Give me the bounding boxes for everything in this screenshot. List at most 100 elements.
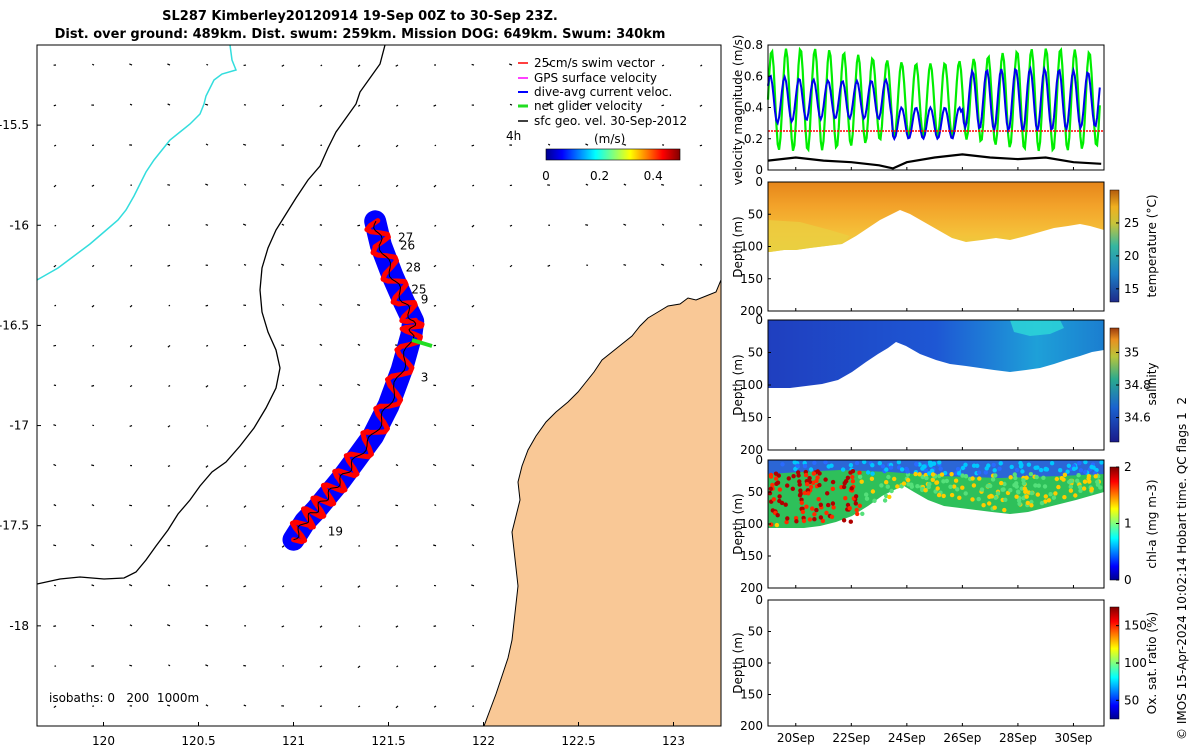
chla-point <box>841 518 847 523</box>
chla-points <box>767 459 1104 528</box>
day-label: 25 <box>411 282 426 296</box>
chla-point <box>806 491 811 496</box>
chla-point <box>1018 460 1023 466</box>
colorbar-tick-label: 0 <box>1124 573 1132 587</box>
day-label: 27 <box>398 230 413 244</box>
velocity-arrow <box>167 344 171 348</box>
chla-point <box>853 494 859 499</box>
velocity-arrow <box>357 383 361 387</box>
velocity-arrow <box>129 224 133 227</box>
chla-point <box>877 461 882 466</box>
day-label: 28 <box>406 260 421 274</box>
chla-point <box>870 471 875 476</box>
colorbar-tick-label: 35 <box>1124 345 1139 359</box>
velocity-arrow <box>700 64 703 67</box>
colorbar-tick-label: 150 <box>1124 619 1147 633</box>
depth-tick-label: 200 <box>740 443 763 457</box>
depth-tick-label: 150 <box>740 549 763 563</box>
velocity-arrow <box>319 263 323 266</box>
depth-tick-label: 200 <box>740 719 763 733</box>
chla-point <box>1041 475 1046 480</box>
temperature-colorbar <box>1109 189 1120 303</box>
velocity-arrow <box>167 63 171 66</box>
oxygen-ylabel: Depth (m) <box>731 632 745 693</box>
chla-point <box>1083 469 1088 475</box>
velocity-arrow <box>395 184 399 188</box>
depth-tick-label: 0 <box>755 175 763 189</box>
chla-point <box>1087 479 1092 484</box>
chla-point <box>927 481 932 487</box>
chla-point <box>905 469 910 474</box>
chla-point <box>790 486 795 491</box>
legend-entry-dive: dive-avg current veloc. <box>534 85 672 99</box>
chla-point <box>917 472 922 477</box>
chla-point <box>1058 468 1063 473</box>
chla-point <box>1036 483 1042 488</box>
chla-point <box>939 472 945 477</box>
time-tick-label: 28Sep <box>999 731 1037 745</box>
chla-point <box>803 472 809 478</box>
temperature-field <box>768 182 1104 252</box>
map-xtick-label: 122 <box>472 734 495 748</box>
velocity-arrow <box>357 424 361 427</box>
chla-point <box>872 498 877 503</box>
velocity-arrow <box>357 665 361 669</box>
velocity-arrow <box>91 624 95 627</box>
map-colorbar-tick: 0.2 <box>590 169 609 183</box>
chla-point <box>864 496 870 501</box>
velocity-arrow <box>699 224 703 226</box>
chla-point <box>1043 494 1049 499</box>
chla-point <box>953 478 959 483</box>
colorbar-ticks: 15 20 25 34.6 34.8 35 0 1 2 50 100 150 <box>1116 216 1151 707</box>
velocity-arrow <box>357 224 361 227</box>
chla-point <box>1077 484 1083 490</box>
depth-axis-ticks: 0501001502000501001502000501001502000501… <box>740 175 771 733</box>
chla-point <box>1062 472 1068 477</box>
velocity-arrow <box>394 423 399 427</box>
velocity-arrow <box>661 223 665 226</box>
chla-point <box>785 483 790 488</box>
map-xtick-label: 120.5 <box>181 734 215 748</box>
chla-point <box>937 460 942 465</box>
temperature-ylabel: Depth (m) <box>731 216 745 277</box>
velocity-arrow <box>471 144 475 147</box>
chla-point <box>843 496 848 501</box>
chla-point <box>1099 460 1104 465</box>
chla-point <box>880 464 886 469</box>
map-colorbar-tick: 0.4 <box>644 169 663 183</box>
velocity-arrow <box>395 64 399 67</box>
velocity-arrow <box>281 344 285 347</box>
chla-point <box>865 470 871 475</box>
chla-point <box>1025 500 1031 506</box>
time-tick-label: 22Sep <box>832 731 870 745</box>
chla-point <box>885 484 890 489</box>
map-colorbar-ticks: 0 0.2 0.4 <box>542 169 663 183</box>
chla-point <box>768 474 774 479</box>
velocity-arrow <box>168 385 171 388</box>
chla-point <box>922 464 927 469</box>
chla-point <box>824 510 829 516</box>
day-label: 19 <box>328 525 343 539</box>
chla-point <box>990 477 996 482</box>
velocity-arrow <box>243 425 247 428</box>
chla-point <box>989 494 994 499</box>
chla-point <box>1089 486 1095 492</box>
chla-point <box>850 479 856 484</box>
depth-tick-label: 50 <box>748 485 763 499</box>
velocity-arrow <box>243 384 247 387</box>
velocity-arrow <box>243 263 247 266</box>
glider-path-line <box>293 220 417 541</box>
chla-point <box>802 490 807 496</box>
chla-point <box>886 474 891 480</box>
velocity-arrow <box>53 504 57 507</box>
velocity-arrow <box>129 624 133 627</box>
chla-point <box>941 493 946 499</box>
chla-point <box>1023 489 1028 494</box>
chla-point <box>914 461 919 467</box>
chla-point <box>1089 464 1094 470</box>
salinity-field <box>768 320 1104 388</box>
chla-point <box>869 476 875 481</box>
velocity-arrow <box>320 64 323 67</box>
velocity-arrow <box>585 183 589 186</box>
velocity-arrow <box>243 505 247 508</box>
